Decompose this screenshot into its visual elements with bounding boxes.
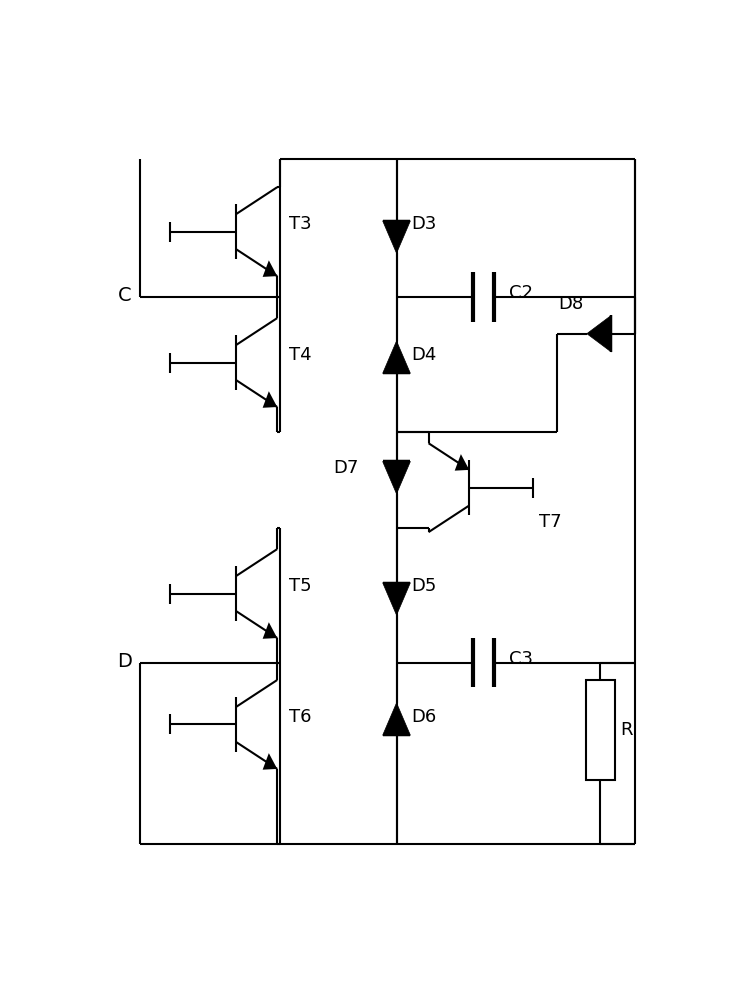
- Text: C: C: [118, 286, 131, 305]
- Polygon shape: [454, 454, 469, 471]
- Text: D4: D4: [411, 346, 436, 364]
- Polygon shape: [263, 753, 277, 770]
- Text: D3: D3: [411, 215, 436, 233]
- Polygon shape: [383, 221, 410, 253]
- Polygon shape: [263, 391, 277, 408]
- Polygon shape: [383, 703, 410, 735]
- Polygon shape: [263, 260, 277, 277]
- Text: C2: C2: [509, 284, 533, 302]
- Text: T7: T7: [539, 513, 562, 531]
- Text: T5: T5: [289, 577, 312, 595]
- Polygon shape: [383, 583, 410, 615]
- Text: D5: D5: [411, 577, 436, 595]
- Text: D7: D7: [333, 459, 359, 477]
- Text: R: R: [620, 721, 633, 739]
- Text: T4: T4: [289, 346, 312, 364]
- Text: T3: T3: [289, 215, 312, 233]
- Text: D8: D8: [559, 295, 584, 313]
- Text: D: D: [117, 652, 131, 671]
- Text: D6: D6: [411, 708, 436, 726]
- Polygon shape: [383, 341, 410, 373]
- Bar: [586, 680, 615, 780]
- Polygon shape: [263, 622, 277, 639]
- Text: T6: T6: [289, 708, 312, 726]
- Polygon shape: [587, 315, 611, 352]
- Polygon shape: [383, 461, 410, 494]
- Text: C3: C3: [509, 650, 533, 668]
